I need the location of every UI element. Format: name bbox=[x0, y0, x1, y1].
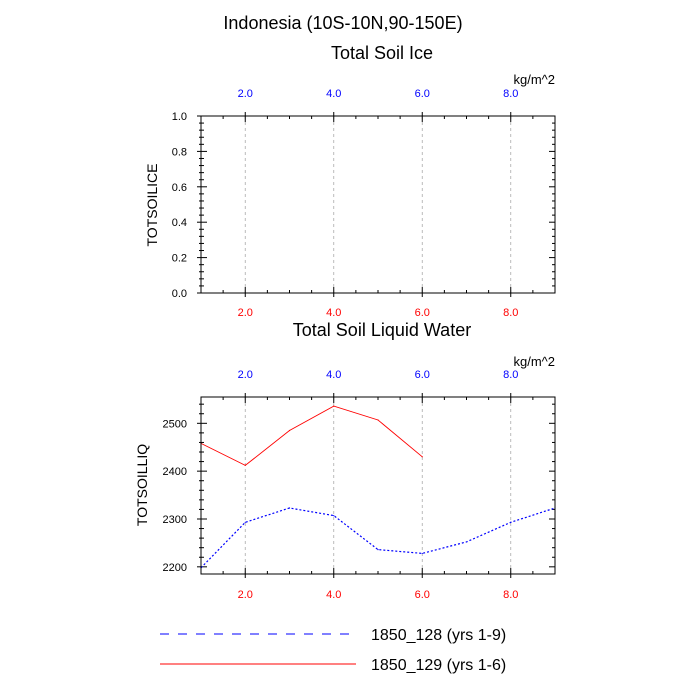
main-title: Indonesia (10S-10N,90-150E) bbox=[223, 13, 462, 33]
units-label: kg/m^2 bbox=[513, 354, 555, 369]
data-point bbox=[377, 419, 379, 421]
data-point bbox=[244, 521, 246, 523]
x-tick-label-bottom: 4.0 bbox=[326, 589, 341, 601]
y-tick-label: 2500 bbox=[163, 418, 187, 430]
x-tick-label-bottom: 2.0 bbox=[238, 307, 253, 319]
y-axis-label: TOTSOILICE bbox=[144, 164, 160, 247]
legend-label-2: 1850_129 (yrs 1-6) bbox=[371, 657, 506, 674]
panel-title: Total Soil Ice bbox=[331, 43, 433, 63]
x-tick-label-top: 2.0 bbox=[238, 369, 253, 381]
legend: 1850_128 (yrs 1-9) 1850_129 (yrs 1-6) bbox=[160, 627, 506, 674]
series-line-2 bbox=[200, 405, 423, 466]
x-tick-label-bottom: 8.0 bbox=[503, 589, 518, 601]
x-tick-label-bottom: 6.0 bbox=[415, 307, 430, 319]
data-point bbox=[421, 552, 423, 555]
y-tick-label: 0.0 bbox=[172, 288, 187, 300]
x-tick-label-top: 8.0 bbox=[503, 369, 518, 381]
units-label: kg/m^2 bbox=[513, 72, 555, 87]
panel-1: Total Soil Ice kg/m^2 TOTSOILICE 2.0 2.0 4.0 4… bbox=[144, 43, 556, 319]
panel-title: Total Soil Liquid Water bbox=[293, 320, 471, 340]
y-tick-label: 0.6 bbox=[172, 182, 187, 194]
x-tick-label-top: 4.0 bbox=[326, 88, 341, 100]
x-tick-label-top: 6.0 bbox=[415, 88, 430, 100]
y-tick-label: 1.0 bbox=[172, 111, 187, 123]
y-tick-label: 0.4 bbox=[172, 217, 187, 229]
panel-2: Total Soil Liquid Water kg/m^2 TOTSOILLIQ 2… bbox=[134, 320, 556, 601]
y-tick-label: 0.2 bbox=[172, 253, 187, 265]
data-point bbox=[333, 405, 335, 407]
data-point bbox=[333, 515, 335, 517]
data-point bbox=[510, 521, 512, 523]
legend-label-1: 1850_128 (yrs 1-9) bbox=[371, 627, 506, 644]
data-point bbox=[288, 507, 291, 509]
y-tick-label: 0.8 bbox=[172, 146, 187, 158]
data-point bbox=[244, 464, 246, 467]
plot-frame bbox=[200, 396, 556, 575]
x-tick-label-bottom: 4.0 bbox=[326, 307, 341, 319]
x-tick-label-top: 2.0 bbox=[238, 88, 253, 100]
x-tick-label-top: 4.0 bbox=[326, 369, 341, 381]
x-tick-label-bottom: 8.0 bbox=[503, 307, 518, 319]
data-point bbox=[288, 429, 291, 432]
x-tick-label-bottom: 2.0 bbox=[238, 589, 253, 601]
plot-area bbox=[197, 112, 556, 297]
data-point bbox=[465, 541, 468, 543]
x-tick-label-bottom: 6.0 bbox=[415, 589, 430, 601]
data-point bbox=[377, 549, 379, 551]
plot-area bbox=[197, 393, 556, 578]
x-tick-label-top: 6.0 bbox=[415, 369, 430, 381]
x-tick-label-top: 8.0 bbox=[503, 88, 518, 100]
y-tick-label: 2300 bbox=[163, 514, 187, 526]
panels: Total Soil Ice kg/m^2 TOTSOILICE 2.0 2.0 4.0 4… bbox=[134, 43, 556, 601]
y-axis-label: TOTSOILLIQ bbox=[134, 444, 150, 526]
data-point bbox=[421, 456, 423, 458]
y-tick-label: 2400 bbox=[163, 466, 187, 478]
plot-frame bbox=[200, 115, 556, 294]
y-tick-label: 2200 bbox=[163, 562, 187, 574]
series-line-1 bbox=[200, 507, 556, 569]
